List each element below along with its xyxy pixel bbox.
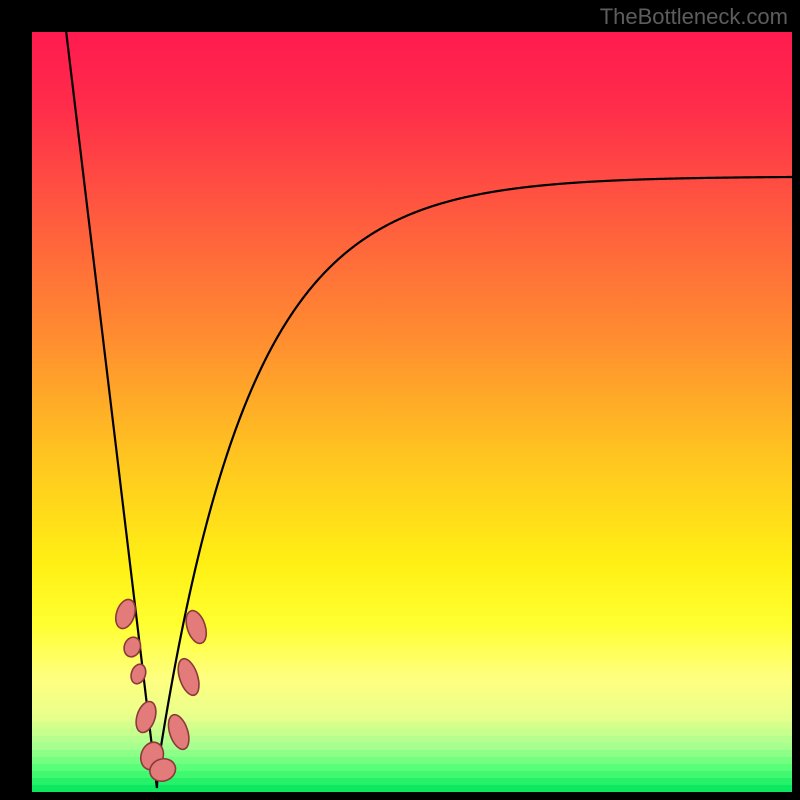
plot-stage: [30, 30, 790, 790]
chart-container: TheBottleneck.com: [0, 0, 800, 800]
bottleneck-plot: [32, 32, 792, 792]
watermark-label: TheBottleneck.com: [600, 4, 788, 30]
